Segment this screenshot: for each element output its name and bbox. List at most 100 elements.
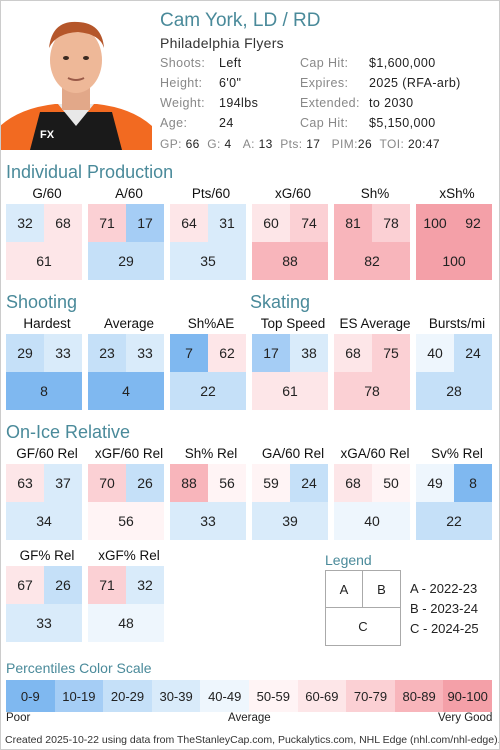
shoots-label: Shoots: <box>160 56 206 70</box>
legend-box-a: A <box>325 570 363 608</box>
pts-value: 17 <box>306 137 321 151</box>
age-value: 24 <box>219 116 234 130</box>
section-onice-title: On-Ice Relative <box>6 422 131 442</box>
metric-xgf-60-rel-cell-a: 70 <box>88 464 126 502</box>
legend-text-a: A - 2022-23 <box>410 581 478 596</box>
metric-bursts-mi-cell-b: 24 <box>454 334 492 372</box>
metric-xsh-label: xSh% <box>439 186 475 201</box>
metric-xga-60-rel-cell-c: 40 <box>334 502 410 540</box>
metric-gf-60-rel-label: GF/60 Rel <box>16 446 78 461</box>
scale-bin-10-19: 10-19 <box>54 680 104 712</box>
expires-row: Expires: <box>300 76 348 90</box>
metric-xgf-rel-cell-b: 32 <box>126 566 164 604</box>
metric-top-speed-cell-a: 17 <box>252 334 290 372</box>
metric-sv-rel-label: Sv% Rel <box>431 446 483 461</box>
scale-bin-90-100: 90-100 <box>443 680 492 712</box>
metric-g-60-cell-a: 32 <box>6 204 44 242</box>
scale-bin-60-69: 60-69 <box>297 680 347 712</box>
legend-box-c: C <box>325 607 401 646</box>
metric-sh-ae-cell-c: 22 <box>170 372 246 410</box>
metric-pts-60-label: Pts/60 <box>191 186 231 201</box>
metric-xg-60-cell-c: 88 <box>252 242 328 280</box>
pim-value: 26 <box>357 137 373 151</box>
legend-text-b: B - 2023-24 <box>410 601 478 616</box>
metric-es-average-label: ES Average <box>339 316 411 331</box>
age-label: Age: <box>160 116 188 130</box>
metric-a-60-label: A/60 <box>115 186 143 201</box>
scale-verygood-label: Very Good <box>438 712 493 724</box>
metric-sh-ae-label: Sh%AE <box>187 316 235 331</box>
caphit-value: $1,600,000 <box>369 56 436 70</box>
metric-bursts-mi-cell-c: 28 <box>416 372 492 410</box>
metric-xgf-60-rel-cell-c: 56 <box>88 502 164 540</box>
extended-row: Extended: <box>300 96 360 110</box>
metric-xgf-rel-cell-a: 71 <box>88 566 126 604</box>
metric-ga-60-rel-cell-a: 59 <box>252 464 290 502</box>
pim-label: PIM: <box>331 137 358 151</box>
metric-average-cell-c: 4 <box>88 372 164 410</box>
metric-es-average-cell-a: 68 <box>334 334 372 372</box>
toi-label: TOI: <box>379 137 405 151</box>
extended-label: Extended: <box>300 96 360 110</box>
scale-bin-0-9: 0-9 <box>6 680 55 712</box>
metric-gf-rel-cell-c: 33 <box>6 604 82 642</box>
player-photo: FX <box>0 8 152 150</box>
scale-title: Percentiles Color Scale <box>6 660 152 676</box>
metric-sh-ae-cell-a: 7 <box>170 334 208 372</box>
metric-sh-rel-label: Sh% Rel <box>184 446 238 461</box>
section-shooting-title: Shooting <box>6 292 78 312</box>
scale-poor-label: Poor <box>6 712 31 724</box>
metric-top-speed-cell-c: 61 <box>252 372 328 410</box>
legend-box-b: B <box>362 570 401 608</box>
metric-gf-rel-label: GF% Rel <box>19 548 75 563</box>
metric-ga-60-rel-label: GA/60 Rel <box>261 446 325 461</box>
metric-sh-cell-c: 82 <box>334 242 410 280</box>
caphit2-label: Cap Hit: <box>300 116 349 130</box>
metric-es-average-cell-b: 75 <box>372 334 410 372</box>
g-label: G: <box>207 137 221 151</box>
metric-xg-60-cell-a: 60 <box>252 204 290 242</box>
scale-bin-30-39: 30-39 <box>151 680 201 712</box>
metric-xgf-60-rel-label: xGF/60 Rel <box>94 446 164 461</box>
age-row: Age: <box>160 116 187 130</box>
metric-sh-rel-cell-c: 33 <box>170 502 246 540</box>
metric-pts-60-cell-b: 31 <box>208 204 246 242</box>
metric-g-60-cell-b: 68 <box>44 204 82 242</box>
metric-sh-label: Sh% <box>360 186 390 201</box>
metric-xg-60-cell-b: 74 <box>290 204 328 242</box>
scale-bin-80-89: 80-89 <box>394 680 444 712</box>
legend-text-c: C - 2024-25 <box>410 621 479 636</box>
metric-xga-60-rel-label: xGA/60 Rel <box>340 446 410 461</box>
metric-pts-60-cell-a: 64 <box>170 204 208 242</box>
metric-ga-60-rel-cell-c: 39 <box>252 502 328 540</box>
player-name: Cam York, LD / RD <box>160 10 321 31</box>
a-label: A: <box>242 137 255 151</box>
stats-line: GP: 66 G: 4 A: 13 Pts: 17 PIM:26 TOI: 20… <box>160 137 440 151</box>
metric-bursts-mi-cell-a: 40 <box>416 334 454 372</box>
metric-average-label: Average <box>103 316 155 331</box>
metric-xsh-cell-a: 100 <box>416 204 454 242</box>
scale-bin-20-29: 20-29 <box>103 680 152 712</box>
toi-value: 20:47 <box>407 137 440 151</box>
metric-xsh-cell-c: 100 <box>416 242 492 280</box>
caphit-row: Cap Hit: <box>300 56 348 70</box>
metric-a-60-cell-c: 29 <box>88 242 164 280</box>
metric-sh-cell-a: 81 <box>334 204 372 242</box>
metric-sv-rel-cell-a: 49 <box>416 464 454 502</box>
a-value: 13 <box>258 137 273 151</box>
metric-bursts-mi-label: Bursts/mi <box>428 316 486 331</box>
metric-xgf-rel-label: xGF% Rel <box>98 548 160 563</box>
scale-average-label: Average <box>228 712 271 724</box>
metric-g-60-cell-c: 61 <box>6 242 82 280</box>
metric-gf-rel-cell-a: 67 <box>6 566 44 604</box>
metric-gf-60-rel-cell-c: 34 <box>6 502 82 540</box>
metric-top-speed-label: Top Speed <box>260 316 326 331</box>
legend-title: Legend <box>325 552 372 568</box>
metric-xsh-cell-b: 92 <box>454 204 492 242</box>
shoots-value: Left <box>219 56 242 70</box>
metric-gf-60-rel-cell-b: 37 <box>44 464 82 502</box>
section-skating-title: Skating <box>250 292 311 312</box>
metric-sh-rel-cell-b: 56 <box>208 464 246 502</box>
scale-bin-40-49: 40-49 <box>200 680 249 712</box>
height-row: Height: <box>160 76 202 90</box>
